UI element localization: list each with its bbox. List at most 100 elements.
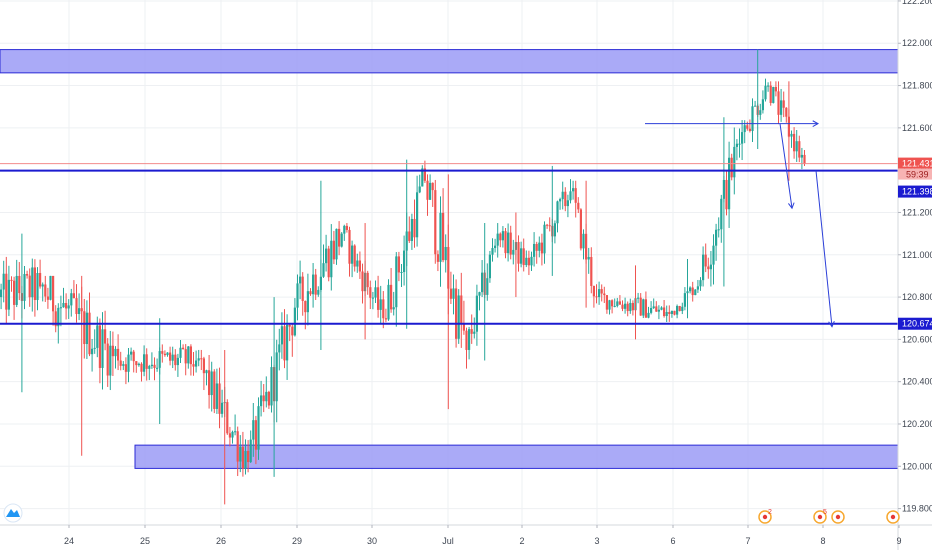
candle-body [257,406,260,450]
candle-body [244,450,247,469]
candle-body [33,267,36,301]
candle-body [709,264,712,270]
candle-body [592,285,595,297]
candle-body [689,287,692,292]
candle-body [793,133,796,152]
candle-body [31,267,34,298]
candle-body [23,273,26,301]
candle-body [153,364,156,368]
candle-body [577,202,580,210]
candle-body [241,446,244,469]
candle-body [683,293,686,307]
candle-body [72,293,75,299]
candle-body [98,325,101,368]
candle-body [733,146,736,178]
level-price-badge[interactable] [898,317,932,330]
candle-body [426,180,429,200]
candle-body [179,347,182,358]
candle-body [202,358,205,374]
drawings [645,120,835,328]
candle-body [322,263,325,277]
candle-body [88,312,91,355]
time-tick-label: 7 [745,536,750,546]
price-tick-label: 120.400 [902,377,932,387]
candle-body [280,326,283,345]
zones [0,49,899,469]
candle-body [228,433,231,438]
candle-body [150,364,153,367]
target-arrow-line[interactable] [815,170,833,327]
candle-body [712,245,715,265]
price-axis[interactable]: 122.200122.000121.800121.600121.400121.2… [897,0,932,550]
candle-body [156,367,159,369]
price-tick-label: 121.000 [902,250,932,260]
candle-body [392,307,395,310]
candle-body [629,302,632,312]
candle-body [169,352,172,361]
level-price-badge[interactable] [898,185,932,198]
candle-body [312,274,315,295]
price-tick-label: 121.600 [902,123,932,133]
time-tick-label: 25 [140,536,150,546]
candle-body [694,289,697,296]
level-price-label: 121.398 [902,187,932,197]
candle-body [748,128,751,131]
candle-body [494,245,497,249]
candle-body [348,229,351,264]
candle-body [470,329,473,334]
candle-body [442,212,445,261]
candle-body [769,85,772,103]
candle-body [572,188,575,192]
candle-body [457,295,460,339]
candle-body [231,431,234,438]
candle-body [774,86,777,92]
price-tick-label: 121.200 [902,207,932,217]
candle-body [486,278,489,295]
candle-body [678,305,681,311]
candle-body [166,352,169,356]
candle-body [540,242,543,254]
candle-body [699,280,702,287]
candle-body [582,233,585,249]
candle-body [746,125,749,129]
grid [0,0,900,525]
price-axis-background [898,0,932,550]
candle-body [621,304,624,309]
candle-body [15,275,18,305]
tradingview-logo-icon[interactable] [3,503,23,523]
candle-body [559,199,562,202]
candle-body [205,370,208,374]
candle-body [543,224,546,254]
time-axis[interactable]: 24 25 26 29 30 Jul 2 3 6 7 8 9 [0,524,932,546]
candle-body [163,353,166,356]
candle-body [119,360,122,366]
candle-body [299,276,302,284]
candle-body [499,233,502,241]
candle-body [416,192,419,238]
down-arrow-line[interactable] [779,123,793,209]
candle-body [28,275,31,298]
time-tick-label: 9 [896,536,901,546]
current-price-badge[interactable] [898,157,932,169]
candle-body [397,256,400,273]
candle-body [369,287,372,298]
candle-body [647,312,650,318]
candle-body [39,272,42,287]
candle-body [608,300,611,310]
candle-body [650,308,653,313]
candle-body [642,299,645,316]
candle-body [444,246,447,261]
candle-body [49,275,52,300]
candle-body [657,309,660,312]
candle-body [530,256,533,266]
candle-body [468,329,471,350]
candle-body [371,297,374,299]
candle-body [660,307,663,310]
price-tick-label: 120.200 [902,419,932,429]
candle-body [569,191,572,201]
candle-body [725,179,728,210]
candle-body [7,279,10,310]
